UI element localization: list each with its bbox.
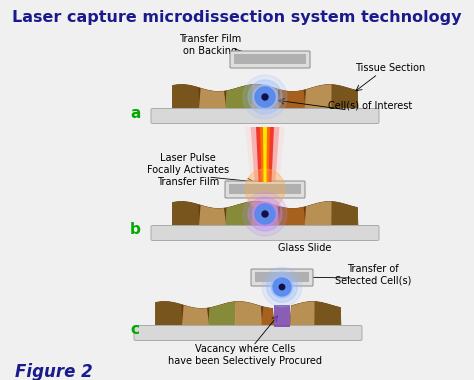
Text: Vacancy where Cells
have been Selectively Procured: Vacancy where Cells have been Selectivel…	[168, 344, 322, 366]
Polygon shape	[278, 90, 306, 110]
Polygon shape	[173, 201, 200, 227]
Bar	[255, 272, 309, 282]
Circle shape	[262, 94, 268, 100]
Circle shape	[271, 276, 293, 298]
Polygon shape	[235, 301, 262, 327]
FancyBboxPatch shape	[251, 269, 313, 286]
Circle shape	[267, 272, 297, 302]
Circle shape	[262, 267, 302, 307]
Circle shape	[279, 284, 285, 290]
Text: Figure 2: Figure 2	[15, 363, 93, 380]
Polygon shape	[331, 201, 358, 227]
Polygon shape	[173, 84, 357, 110]
Polygon shape	[173, 84, 200, 110]
Polygon shape	[209, 302, 236, 327]
Polygon shape	[331, 85, 358, 110]
Bar	[234, 54, 306, 64]
Polygon shape	[173, 201, 357, 227]
Polygon shape	[252, 84, 279, 110]
Polygon shape	[225, 202, 253, 227]
FancyBboxPatch shape	[151, 225, 379, 241]
Circle shape	[262, 211, 268, 217]
Circle shape	[253, 85, 277, 109]
Polygon shape	[260, 127, 270, 182]
Polygon shape	[155, 301, 183, 327]
Polygon shape	[263, 127, 267, 182]
Polygon shape	[290, 301, 315, 327]
Polygon shape	[199, 205, 227, 227]
FancyBboxPatch shape	[151, 109, 379, 124]
Polygon shape	[252, 201, 279, 227]
Text: c: c	[130, 323, 139, 337]
Text: a: a	[130, 106, 140, 120]
FancyBboxPatch shape	[230, 51, 310, 68]
Polygon shape	[155, 301, 274, 327]
Polygon shape	[256, 127, 274, 182]
Circle shape	[255, 204, 275, 224]
Circle shape	[243, 75, 287, 119]
Circle shape	[248, 197, 282, 231]
Circle shape	[248, 80, 282, 114]
Polygon shape	[245, 127, 285, 182]
Polygon shape	[305, 201, 332, 227]
Polygon shape	[182, 305, 210, 327]
Text: Laser capture microdissection system technology: Laser capture microdissection system tec…	[12, 10, 462, 25]
Circle shape	[273, 278, 291, 296]
Circle shape	[253, 202, 277, 226]
Circle shape	[245, 169, 285, 209]
Polygon shape	[261, 307, 274, 327]
Polygon shape	[314, 302, 341, 327]
FancyBboxPatch shape	[134, 326, 362, 340]
FancyBboxPatch shape	[225, 181, 305, 198]
Text: b: b	[130, 223, 141, 238]
Text: Glass Slide: Glass Slide	[278, 243, 332, 253]
Text: Transfer Film
on Backing: Transfer Film on Backing	[179, 34, 241, 56]
Polygon shape	[199, 88, 227, 110]
Text: Tissue Section: Tissue Section	[355, 63, 425, 73]
Bar	[229, 184, 301, 194]
Text: Cell(s) of Interest: Cell(s) of Interest	[328, 100, 412, 110]
Polygon shape	[251, 127, 279, 182]
Polygon shape	[290, 301, 340, 327]
Text: Transfer of
Selected Cell(s): Transfer of Selected Cell(s)	[335, 264, 411, 286]
Polygon shape	[225, 85, 253, 110]
Polygon shape	[305, 84, 332, 110]
Polygon shape	[278, 207, 306, 227]
Circle shape	[243, 192, 287, 236]
Bar	[274, 305, 290, 327]
Text: Laser Pulse
Focally Activates
Transfer Film: Laser Pulse Focally Activates Transfer F…	[147, 154, 229, 187]
Circle shape	[255, 87, 275, 107]
